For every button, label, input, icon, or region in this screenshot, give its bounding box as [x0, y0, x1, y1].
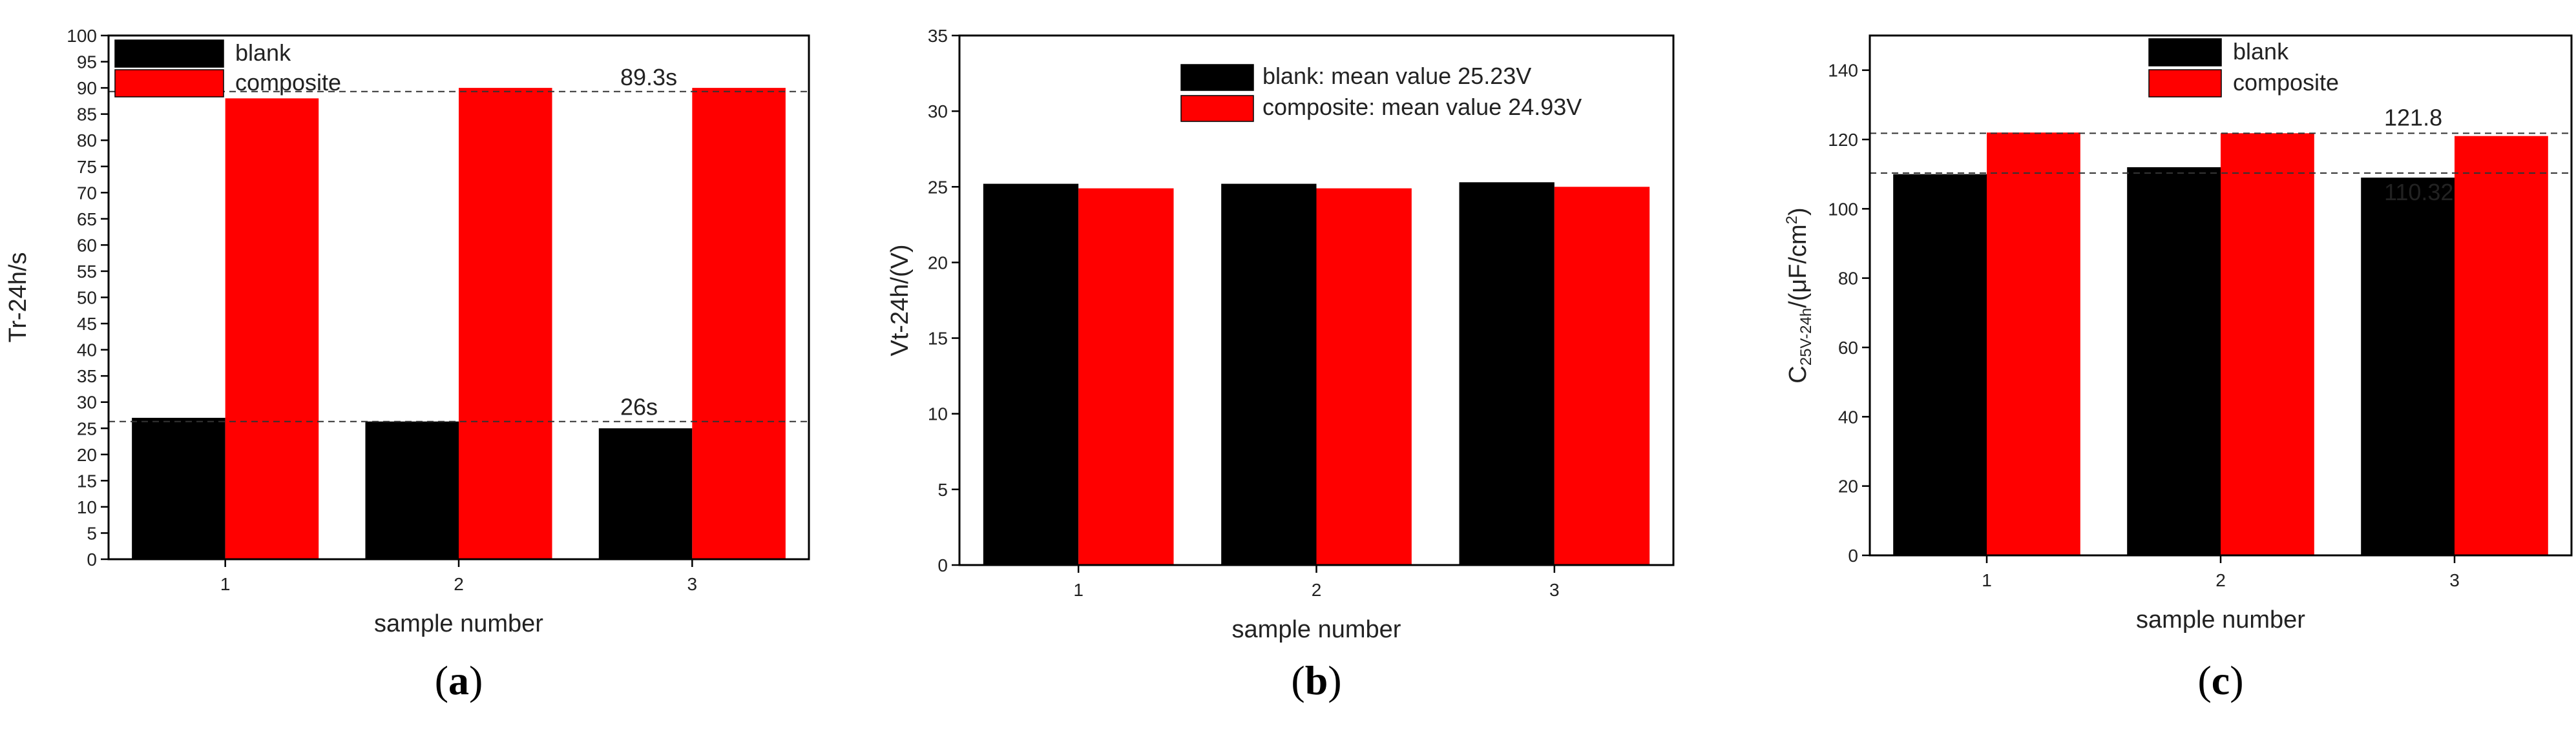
bar-blank-1	[1893, 174, 1987, 556]
x-tick-label: 1	[1073, 580, 1084, 600]
reference-label: 121.8	[2384, 104, 2442, 130]
x-axis-title: sample number	[374, 610, 543, 637]
legend-label: composite: mean value 24.93V	[1262, 94, 1582, 120]
legend-swatch-1	[1180, 95, 1254, 122]
panel-label: (a)	[435, 657, 483, 703]
y-axis-title: C25V-24h/(μF/cm2)	[1783, 207, 1815, 383]
y-tick-label: 95	[77, 52, 97, 72]
y-tick-label: 120	[1828, 130, 1858, 150]
bar-blank-2	[365, 421, 459, 559]
y-tick-label: 30	[77, 393, 97, 413]
y-tick-label: 35	[928, 26, 948, 46]
x-axis-title: sample number	[2136, 606, 2305, 633]
x-tick-label: 3	[2449, 570, 2460, 590]
bar-composite-1	[225, 98, 319, 559]
y-tick-label: 90	[77, 78, 97, 98]
chart-panel-a: 89.3s 26s 0 5 10 15 20 25 30 35 40 45 50 55 60 65 70 75 80…	[5, 26, 810, 703]
y-tick-label: 20	[1838, 477, 1858, 497]
y-axis-title: Vt-24h/(V)	[886, 244, 914, 356]
bar-blank-3	[1459, 182, 1555, 565]
y-tick-label: 0	[1848, 546, 1858, 566]
legend-swatch-1	[2148, 69, 2222, 98]
y-tick-label: 60	[77, 235, 97, 255]
y-tick-label: 100	[1828, 199, 1858, 219]
bar-blank-3	[2361, 178, 2455, 555]
legend-label: blank	[2233, 38, 2289, 65]
bar-composite-2	[459, 88, 552, 560]
bar-composite-1	[1987, 132, 2080, 555]
y-tick-label: 65	[77, 209, 97, 229]
y-tick-label: 15	[928, 329, 948, 349]
y-tick-label: 10	[928, 404, 948, 424]
bar-composite-1	[1078, 188, 1174, 566]
y-tick-label: 25	[77, 418, 97, 438]
bar-blank-3	[598, 428, 693, 559]
y-tick-label: 0	[87, 550, 97, 570]
bar-composite-3	[692, 88, 786, 560]
bar-blank-1	[132, 418, 225, 559]
x-tick-label: 3	[1549, 580, 1560, 600]
y-tick-label: 140	[1828, 61, 1858, 81]
x-tick-label: 1	[220, 574, 231, 594]
y-tick-label: 20	[928, 252, 948, 273]
y-tick-label: 85	[77, 105, 97, 125]
legend-label: blank: mean value 25.23V	[1262, 63, 1531, 89]
bar-blank-2	[2127, 167, 2221, 555]
y-tick-label: 80	[77, 130, 97, 150]
legend-label: composite	[2233, 69, 2339, 96]
x-tick-label: 2	[2215, 570, 2226, 590]
panel-label: (b)	[1291, 657, 1341, 703]
bar-composite-3	[2455, 136, 2548, 556]
x-tick-label: 1	[1982, 570, 1992, 590]
x-tick-label: 2	[1312, 580, 1322, 600]
legend-swatch-0	[2148, 38, 2222, 67]
legend-label: composite	[235, 69, 341, 96]
bar-composite-3	[1554, 187, 1650, 565]
y-tick-label: 25	[928, 177, 948, 197]
y-tick-label: 5	[937, 480, 948, 500]
y-axis-title: Tr-24h/s	[5, 252, 32, 342]
panel-label: (c)	[2197, 657, 2243, 703]
bar-blank-2	[1221, 183, 1317, 566]
y-tick-label: 15	[77, 471, 97, 491]
bar-blank-1	[983, 183, 1079, 566]
bar-composite-2	[1316, 188, 1412, 566]
y-tick-label: 70	[77, 183, 97, 203]
y-tick-label: 75	[77, 157, 97, 177]
y-tick-label: 40	[1838, 407, 1858, 427]
y-tick-label: 80	[1838, 269, 1858, 289]
reference-label: 89.3s	[620, 64, 677, 90]
chart-panel-b: 0 5 10 15 20 25 30 35 1 2 3 sample number Vt-24h/(V)…	[886, 26, 1675, 703]
y-tick-label: 60	[1838, 338, 1858, 358]
y-tick-label: 40	[77, 340, 97, 360]
reference-label: 110.32	[2384, 179, 2453, 205]
legend-swatch-1	[114, 69, 224, 98]
y-tick-label: 45	[77, 314, 97, 334]
y-tick-label: 50	[77, 288, 97, 308]
y-tick-label: 20	[77, 445, 97, 465]
x-tick-label: 2	[454, 574, 464, 594]
x-tick-label: 3	[687, 574, 698, 594]
y-tick-label: 100	[67, 26, 97, 46]
y-tick-label: 0	[937, 555, 948, 575]
y-tick-label: 5	[87, 523, 97, 543]
y-tick-label: 55	[77, 262, 97, 282]
legend-swatch-0	[114, 39, 224, 68]
legend-label: blank	[235, 39, 291, 66]
y-tick-label: 35	[77, 366, 97, 386]
y-tick-label: 30	[928, 101, 948, 121]
y-tick-label: 10	[77, 497, 97, 517]
x-axis-title: sample number	[1232, 616, 1401, 643]
legend-swatch-0	[1180, 64, 1254, 91]
reference-label: 26s	[620, 394, 658, 420]
chart-panel-c: 121.8 110.32 0 20 40 60 80 100 120 140 1 2 3 sample n…	[1783, 34, 2573, 703]
bar-composite-2	[2221, 133, 2314, 556]
